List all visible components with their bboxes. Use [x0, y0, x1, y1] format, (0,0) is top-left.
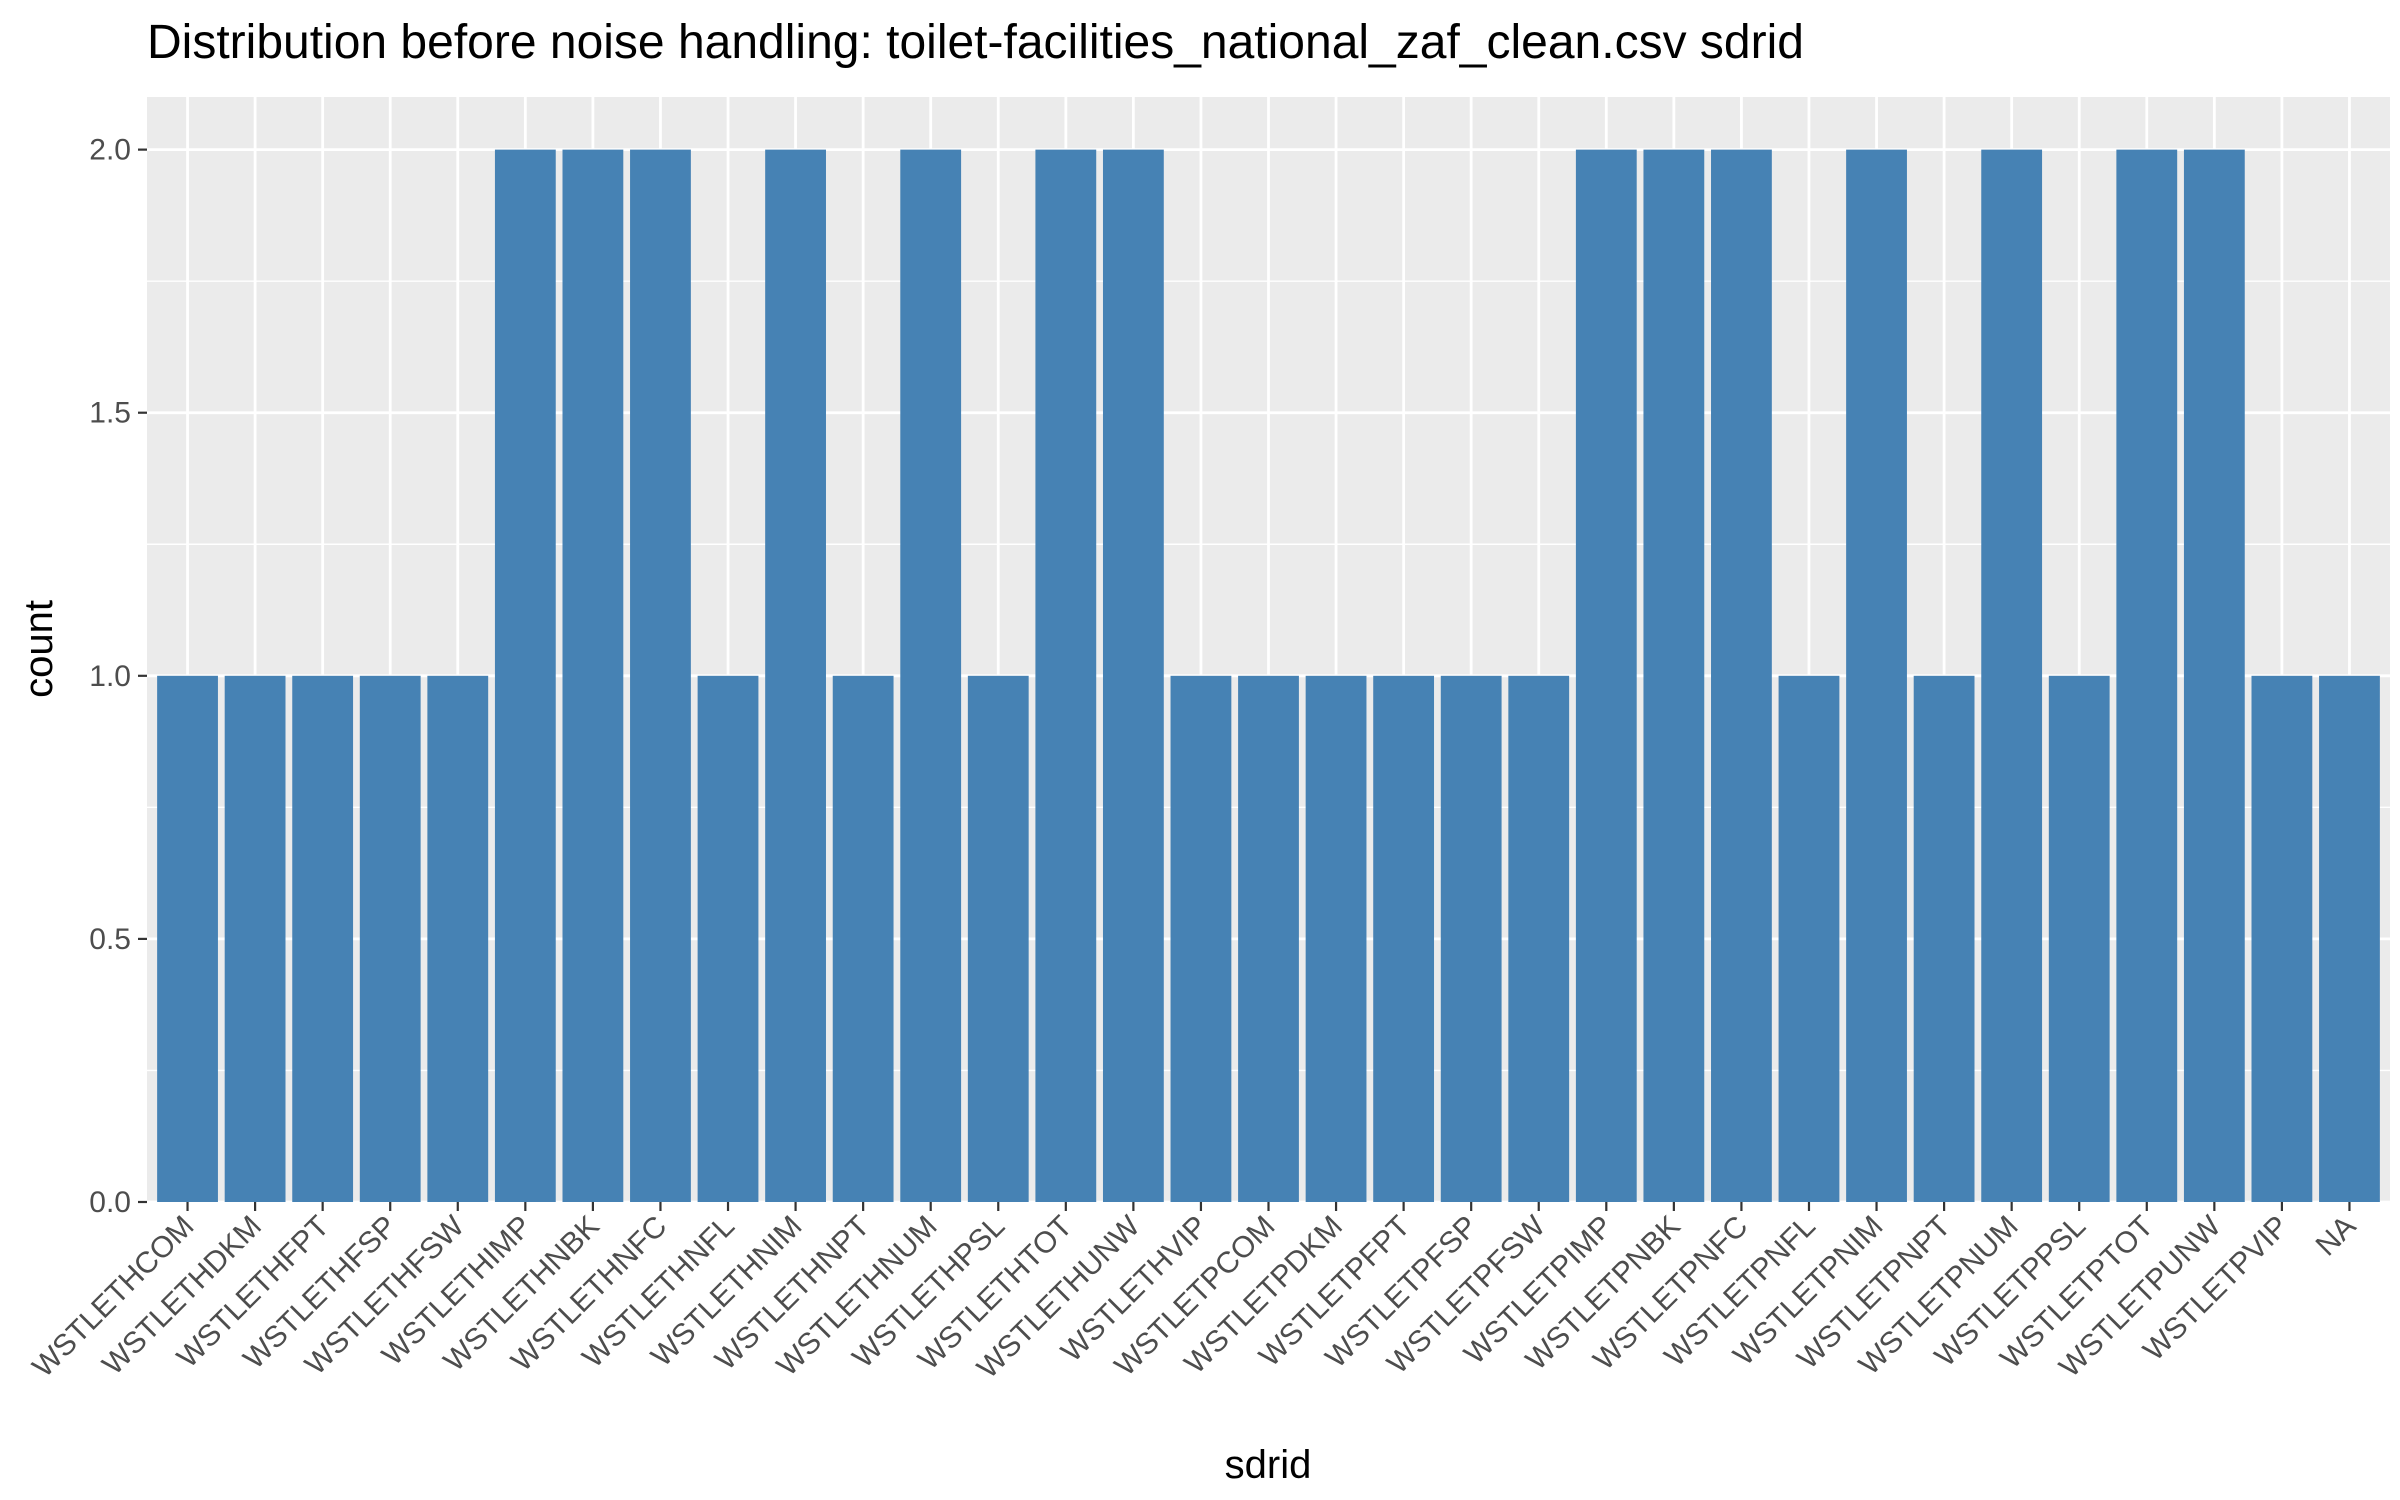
- bar: [1102, 149, 1164, 1203]
- bar: [967, 675, 1029, 1202]
- bar: [900, 149, 962, 1203]
- x-tick-label: NA: [2310, 1210, 2363, 1263]
- y-tick-label: 1.0: [89, 660, 131, 693]
- bar: [630, 149, 691, 1203]
- bar: [832, 675, 894, 1202]
- bar: [2048, 675, 2110, 1202]
- bar: [1778, 675, 1840, 1202]
- bar: [224, 675, 286, 1202]
- y-tick-label: 2.0: [89, 134, 131, 167]
- chart-title: Distribution before noise handling: toil…: [147, 16, 1804, 69]
- bar: [1913, 675, 1975, 1202]
- bar: [1981, 149, 2043, 1203]
- bar: [1711, 149, 1772, 1203]
- y-tick-label: 1.5: [89, 397, 131, 430]
- bar: [1508, 675, 1570, 1202]
- bar: [1035, 149, 1097, 1203]
- bar: [1846, 149, 1907, 1203]
- bar: [1373, 675, 1435, 1202]
- x-axis: WSTLETHCOMWSTLETHDKMWSTLETHFPTWSTLETHFSP…: [26, 1202, 2362, 1385]
- bar: [359, 675, 421, 1202]
- bar: [1238, 675, 1299, 1202]
- bar: [494, 149, 556, 1203]
- bar: [2319, 675, 2380, 1202]
- bar: [292, 675, 354, 1202]
- bar: [1575, 149, 1637, 1203]
- y-axis: 0.0 0.5 1.0 1.5 2.0: [89, 134, 147, 1219]
- bar: [1440, 675, 1502, 1202]
- x-axis-title: sdrid: [1225, 1443, 1312, 1487]
- bar: [2116, 149, 2178, 1203]
- bars: [157, 149, 2380, 1203]
- bar: [765, 149, 826, 1203]
- bar: [697, 675, 759, 1202]
- y-axis-title: count: [17, 600, 61, 698]
- y-tick-label: 0.0: [89, 1186, 131, 1219]
- bar: [427, 675, 489, 1202]
- bar: [2183, 149, 2245, 1203]
- y-tick-label: 0.5: [89, 923, 131, 956]
- bar: [562, 149, 624, 1203]
- bar: [1170, 675, 1232, 1202]
- bar: [1643, 149, 1705, 1203]
- bar: [157, 675, 218, 1202]
- bar: [2251, 675, 2313, 1202]
- bar: [1305, 675, 1367, 1202]
